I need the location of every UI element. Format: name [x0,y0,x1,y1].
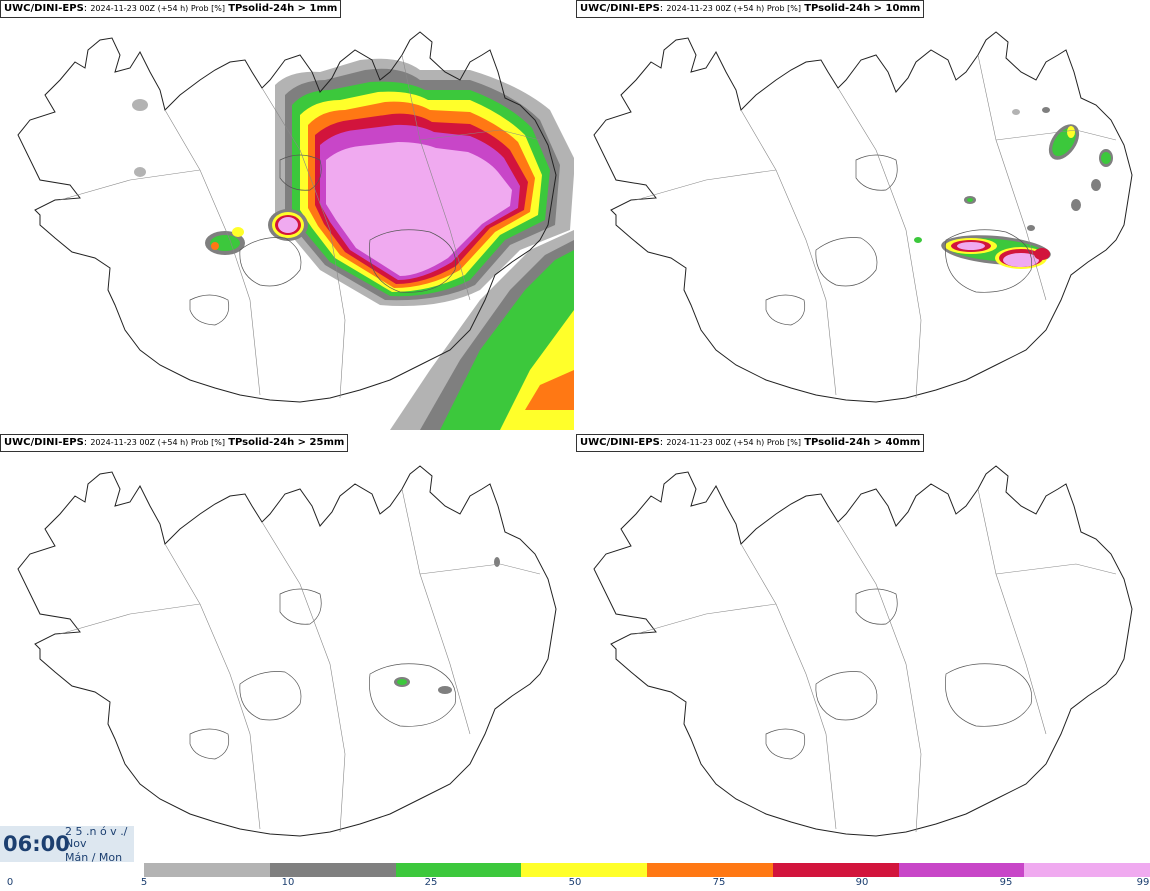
glacier-outline [189,294,230,326]
map-panel-25mm: UWC/DINI-EPS: 2024-11-23 00Z (+54 h) Pro… [0,434,574,864]
region-border [635,169,777,201]
iceland-coastline [593,465,1133,837]
region-border [977,488,1047,735]
region-border [164,543,261,830]
prob-field [132,58,574,430]
colorbar-tick-label: 0 [6,877,14,888]
prob-field [394,557,500,694]
colorbar-tick-label: 90 [855,877,869,888]
panel-title: UWC/DINI-EPS: 2024-11-23 00Z (+54 h) Pro… [576,434,925,452]
coastline [17,31,557,403]
colorbar-tick-label: 99 [1136,877,1150,888]
colorbar-tick-label: 95 [999,877,1013,888]
map-panel-10mm: UWC/DINI-EPS: 2024-11-23 00Z (+54 h) Pro… [576,0,1150,430]
region-border [401,488,471,735]
colorbar-tick-label: 10 [281,877,295,888]
glacier-outline [765,294,806,326]
region-border [261,87,346,399]
region-border [995,129,1117,141]
panel-title: UWC/DINI-EPS: 2024-11-23 00Z (+54 h) Pro… [0,0,342,18]
date-line-3: Mán / Mon [65,851,123,864]
glacier-outline [369,663,457,727]
region-border [401,54,471,301]
date-line-2: Nov [65,837,87,850]
iceland-coastline [593,31,1133,403]
colorbar-tick-label: 5 [140,877,148,888]
region-border [837,87,922,399]
region-border [740,109,837,396]
valid-time: 06:00 [3,832,70,856]
region-border [635,603,777,635]
iceland-coastline [17,465,557,837]
colorbar-segment [521,863,647,877]
coastline [593,465,1133,837]
coastline [17,465,557,837]
glacier-outline [239,671,302,721]
iceland-map [17,31,574,430]
region-border [261,521,346,833]
date-line-1: 2 5 .n ó v ./ [65,825,128,838]
colorbar-segment [269,863,396,877]
glacier-outline [815,237,878,287]
region-border [740,543,837,830]
glacier-outline [945,663,1033,727]
iceland-map [593,465,1133,837]
glacier-outline [189,728,230,760]
region-border [837,521,922,833]
coastline [593,31,1133,403]
iceland-map [17,465,557,837]
region-border [59,169,201,201]
colorbar-tick-label: 50 [568,877,582,888]
colorbar-segment [395,863,522,877]
region-border [164,109,261,396]
region-border [977,54,1047,301]
panel-title: UWC/DINI-EPS: 2024-11-23 00Z (+54 h) Pro… [576,0,925,18]
region-border [995,563,1117,575]
colorbar-tick-label: 75 [712,877,726,888]
region-border [59,603,201,635]
glacier-outline [945,229,1033,293]
iceland-coastline [17,31,557,403]
glacier-outline [855,154,898,191]
iceland-map [593,31,1133,403]
glacier-outline [239,237,302,287]
glacier-outline [855,588,898,625]
region-border [419,129,541,141]
colorbar [144,863,1150,877]
map-panel-40mm: UWC/DINI-EPS: 2024-11-23 00Z (+54 h) Pro… [576,434,1150,864]
colorbar-tick-label: 25 [424,877,438,888]
prob-75 [525,370,574,410]
glacier-outline [815,671,878,721]
prob-99 [326,142,512,276]
glacier-outline [279,588,322,625]
colorbar-segment [144,863,270,877]
colorbar-segment [647,863,773,877]
prob-field [914,107,1113,269]
glacier-outline [369,229,457,293]
glacier-outline [765,728,806,760]
panel-title: UWC/DINI-EPS: 2024-11-23 00Z (+54 h) Pro… [0,434,349,452]
glacier-outline [279,154,322,191]
colorbar-segment [1024,863,1150,877]
map-panel-1mm: UWC/DINI-EPS: 2024-11-23 00Z (+54 h) Pro… [0,0,574,430]
valid-time-box: 06:00 2 5 .n ó v ./ Nov Mán / Mon [0,825,134,864]
colorbar-segment [772,863,899,877]
region-border [419,563,541,575]
colorbar-segment [898,863,1025,877]
